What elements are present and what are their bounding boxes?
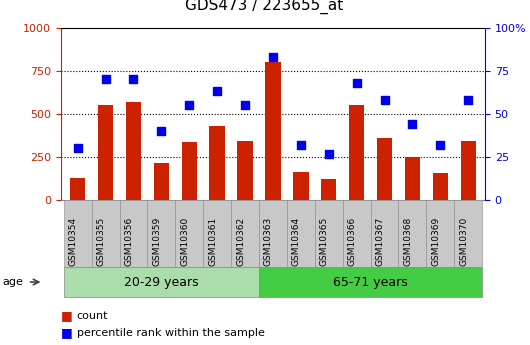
Text: GSM10360: GSM10360 <box>180 216 189 266</box>
Bar <box>321 179 337 200</box>
Bar <box>266 62 280 200</box>
Text: GSM10366: GSM10366 <box>348 216 357 266</box>
Text: GSM10356: GSM10356 <box>125 216 134 266</box>
Point <box>352 80 361 86</box>
Text: GSM10370: GSM10370 <box>459 216 468 266</box>
Bar <box>349 105 364 200</box>
Bar <box>70 178 85 200</box>
Text: GSM10365: GSM10365 <box>320 216 329 266</box>
Point <box>74 146 82 151</box>
Point <box>185 102 193 108</box>
Text: 65-71 years: 65-71 years <box>333 276 408 288</box>
Text: GSM10368: GSM10368 <box>403 216 412 266</box>
Point <box>157 128 165 134</box>
Bar <box>237 141 253 200</box>
Point <box>408 121 417 127</box>
Text: GSM10364: GSM10364 <box>292 217 301 266</box>
Point <box>101 77 110 82</box>
Point <box>241 102 249 108</box>
Bar <box>209 126 225 200</box>
Point <box>213 89 222 94</box>
Text: ■: ■ <box>61 309 73 322</box>
Text: percentile rank within the sample: percentile rank within the sample <box>77 328 264 338</box>
Text: count: count <box>77 311 108 321</box>
Text: GDS473 / 223655_at: GDS473 / 223655_at <box>186 0 343 14</box>
Text: GSM10354: GSM10354 <box>69 217 78 266</box>
Bar <box>98 105 113 200</box>
Text: age: age <box>3 277 23 287</box>
Text: GSM10355: GSM10355 <box>96 216 105 266</box>
Point <box>436 142 445 148</box>
Bar <box>405 157 420 200</box>
Text: GSM10369: GSM10369 <box>431 216 440 266</box>
Bar <box>461 141 476 200</box>
Text: GSM10362: GSM10362 <box>236 217 245 266</box>
Bar <box>154 163 169 200</box>
Point <box>269 54 277 60</box>
Text: GSM10363: GSM10363 <box>264 216 273 266</box>
Bar <box>182 142 197 200</box>
Text: GSM10361: GSM10361 <box>208 216 217 266</box>
Point <box>324 151 333 156</box>
Text: GSM10359: GSM10359 <box>152 216 161 266</box>
Bar <box>432 172 448 200</box>
Point <box>464 97 472 103</box>
Bar <box>377 138 392 200</box>
Bar <box>293 171 308 200</box>
Point <box>381 97 389 103</box>
Text: ■: ■ <box>61 326 73 339</box>
Point <box>129 77 138 82</box>
Text: GSM10367: GSM10367 <box>376 216 385 266</box>
Text: 20-29 years: 20-29 years <box>124 276 199 288</box>
Bar <box>126 102 141 200</box>
Point <box>297 142 305 148</box>
